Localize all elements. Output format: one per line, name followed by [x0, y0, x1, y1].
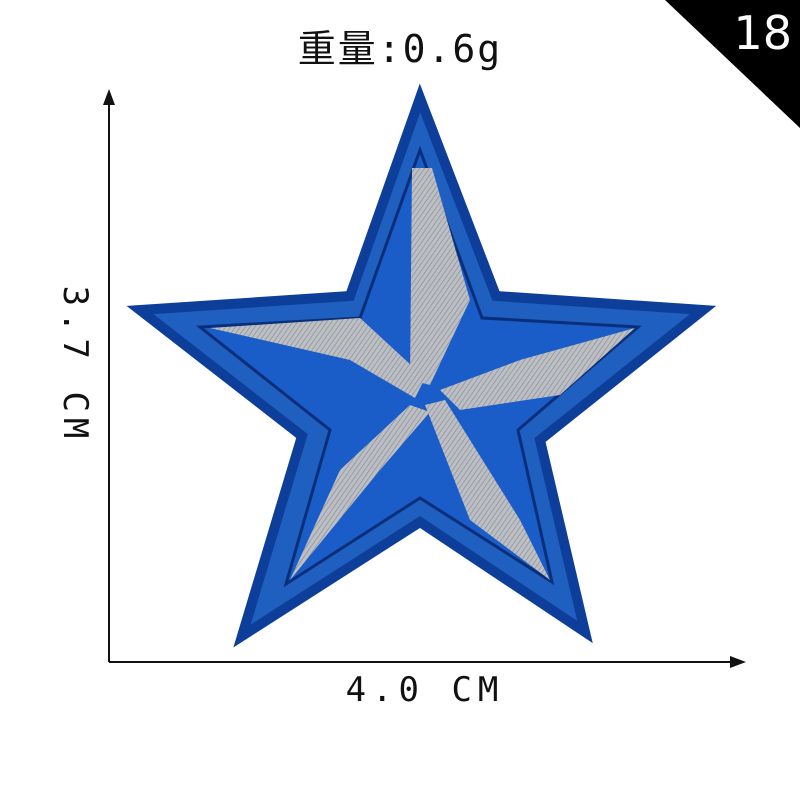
silver-thread [210, 168, 635, 580]
corner-badge: 18 [665, 0, 800, 130]
height-label: 3.7 CM [55, 285, 95, 445]
width-label: 4.0 CM [345, 670, 505, 710]
corner-badge-bg [665, 0, 800, 128]
corner-badge-number: 18 [733, 6, 792, 60]
weight-label: 重量:0.6g [297, 27, 503, 71]
star-patch [126, 83, 717, 648]
